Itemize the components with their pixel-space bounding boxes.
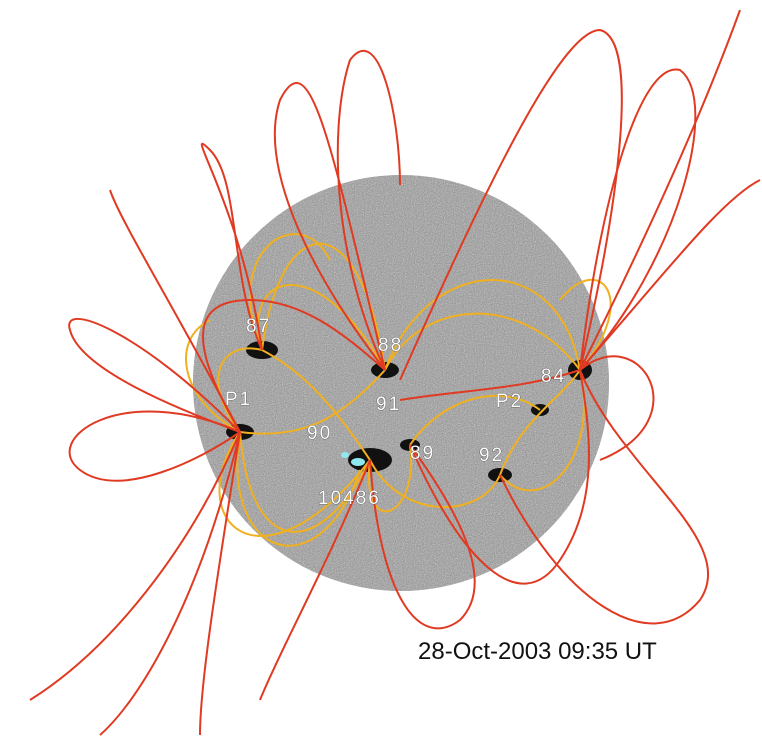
region-label: P2 — [496, 391, 523, 412]
region-label: 84 — [541, 366, 566, 387]
region-label: 92 — [479, 445, 504, 466]
region-label: 91 — [376, 394, 401, 415]
region-label: 90 — [307, 423, 332, 444]
region-label: 89 — [410, 443, 435, 464]
region-label: 10486 — [318, 488, 381, 509]
region-label: 88 — [378, 335, 403, 356]
region-label: 87 — [246, 316, 271, 337]
region-label: P1 — [225, 389, 252, 410]
timestamp: 28-Oct-2003 09:35 UT — [418, 638, 657, 665]
figure: 87 88 84 P1 P2 91 90 89 92 10486 28-Oct-… — [0, 0, 762, 737]
